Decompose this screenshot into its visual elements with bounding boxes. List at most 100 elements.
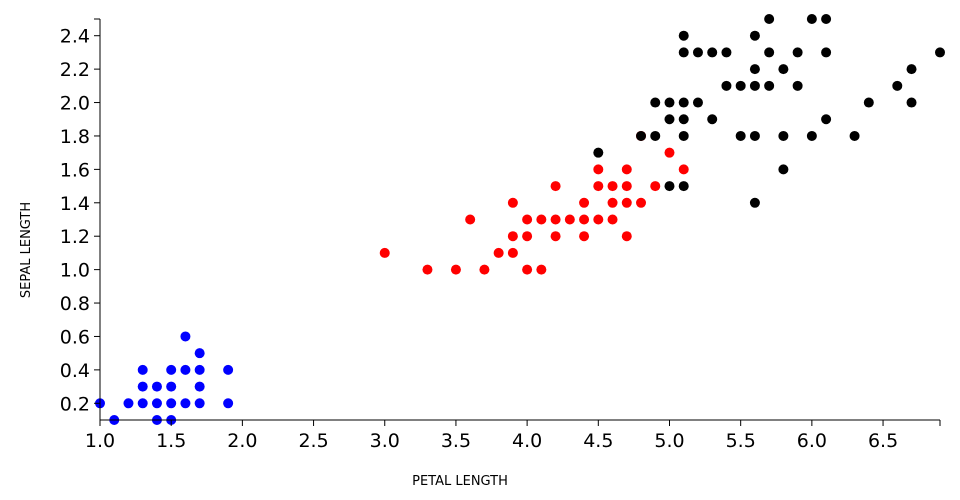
scatter-point xyxy=(607,214,618,225)
scatter-point xyxy=(151,381,162,392)
scatter-point xyxy=(180,331,191,342)
scatter-point xyxy=(721,47,732,58)
x-tick-label: 5.0 xyxy=(654,430,684,452)
y-tick-label: 0.4 xyxy=(60,360,90,382)
scatter-point xyxy=(664,147,675,158)
scatter-point xyxy=(721,80,732,91)
scatter-point xyxy=(507,247,518,258)
y-tick-label: 1.0 xyxy=(60,260,90,282)
scatter-point xyxy=(806,130,817,141)
scatter-point xyxy=(536,264,547,275)
x-tick-label: 2.0 xyxy=(227,430,257,452)
y-tick-label: 2.2 xyxy=(60,59,90,81)
scatter-point xyxy=(151,398,162,409)
scatter-point xyxy=(749,64,760,75)
scatter-point xyxy=(935,47,945,58)
scatter-point xyxy=(806,14,817,24)
scatter-points xyxy=(95,14,945,425)
x-axis-ticks: 1.0 1.5 2.0 2.5 3.0 3.5 4.0 4.5 5.0 5.5 6.0 6.5 xyxy=(85,420,941,452)
scatter-point xyxy=(678,130,689,141)
scatter-point xyxy=(692,47,703,58)
scatter-point xyxy=(137,364,148,375)
scatter-point xyxy=(593,164,604,175)
scatter-point xyxy=(621,181,632,192)
scatter-point xyxy=(678,114,689,125)
scatter-point xyxy=(749,30,760,41)
scatter-point xyxy=(821,47,832,58)
scatter-point xyxy=(522,231,533,242)
y-tick-label: 0.8 xyxy=(60,293,90,315)
scatter-point xyxy=(166,364,177,375)
scatter-point xyxy=(621,197,632,208)
scatter-point xyxy=(749,80,760,91)
scatter-point xyxy=(607,181,618,192)
scatter-point xyxy=(593,214,604,225)
x-tick-label: 6.0 xyxy=(797,430,827,452)
scatter-point xyxy=(422,264,433,275)
scatter-point xyxy=(863,97,874,108)
scatter-point xyxy=(778,130,789,141)
x-tick-label: 4.0 xyxy=(512,430,542,452)
scatter-point xyxy=(522,264,533,275)
scatter-point xyxy=(194,364,205,375)
scatter-point xyxy=(821,14,832,24)
scatter-point xyxy=(223,364,234,375)
scatter-point xyxy=(664,181,675,192)
scatter-point xyxy=(194,348,205,359)
scatter-point xyxy=(821,114,832,125)
scatter-point xyxy=(849,130,860,141)
scatter-point xyxy=(607,197,618,208)
scatter-point xyxy=(194,398,205,409)
y-tick-label: 1.4 xyxy=(60,193,90,215)
scatter-point xyxy=(792,47,803,58)
y-tick-label: 2.4 xyxy=(60,26,90,48)
scatter-point xyxy=(550,231,561,242)
scatter-point xyxy=(123,398,134,409)
scatter-point xyxy=(465,214,476,225)
scatter-point xyxy=(892,80,903,91)
scatter-point xyxy=(507,231,518,242)
scatter-point xyxy=(678,97,689,108)
scatter-point xyxy=(906,64,917,75)
scatter-point xyxy=(636,130,647,141)
y-tick-label: 2.0 xyxy=(60,93,90,115)
scatter-point xyxy=(550,214,561,225)
scatter-point xyxy=(707,114,718,125)
scatter-point xyxy=(749,130,760,141)
scatter-point xyxy=(194,381,205,392)
scatter-point xyxy=(550,181,561,192)
scatter-point xyxy=(749,197,760,208)
scatter-point xyxy=(564,214,575,225)
scatter-point xyxy=(650,130,661,141)
scatter-point xyxy=(650,181,661,192)
scatter-point xyxy=(678,164,689,175)
scatter-point xyxy=(636,197,647,208)
scatter-point xyxy=(593,181,604,192)
scatter-point xyxy=(137,381,148,392)
scatter-point xyxy=(678,30,689,41)
x-tick-label: 1.0 xyxy=(85,430,115,452)
scatter-point xyxy=(223,398,234,409)
scatter-point xyxy=(735,80,746,91)
scatter-point xyxy=(778,64,789,75)
scatter-point xyxy=(664,97,675,108)
scatter-point xyxy=(579,197,590,208)
x-tick-label: 4.5 xyxy=(583,430,613,452)
scatter-point xyxy=(692,97,703,108)
scatter-point xyxy=(792,80,803,91)
y-tick-label: 1.6 xyxy=(60,159,90,181)
x-tick-label: 6.5 xyxy=(868,430,898,452)
scatter-point xyxy=(137,398,148,409)
x-tick-label: 3.5 xyxy=(441,430,471,452)
scatter-point xyxy=(579,214,590,225)
scatter-point xyxy=(522,214,533,225)
y-axis-title: SEPAL LENGTH xyxy=(19,202,34,298)
scatter-point xyxy=(166,398,177,409)
scatter-point xyxy=(536,214,547,225)
scatter-point xyxy=(678,47,689,58)
scatter-point xyxy=(764,47,775,58)
y-axis-ticks: 0.2 0.4 0.6 0.8 1.0 1.2 1.4 1.6 1.8 2.0 2.2 2.4 xyxy=(60,18,100,415)
scatter-point xyxy=(180,364,191,375)
scatter-point xyxy=(621,164,632,175)
